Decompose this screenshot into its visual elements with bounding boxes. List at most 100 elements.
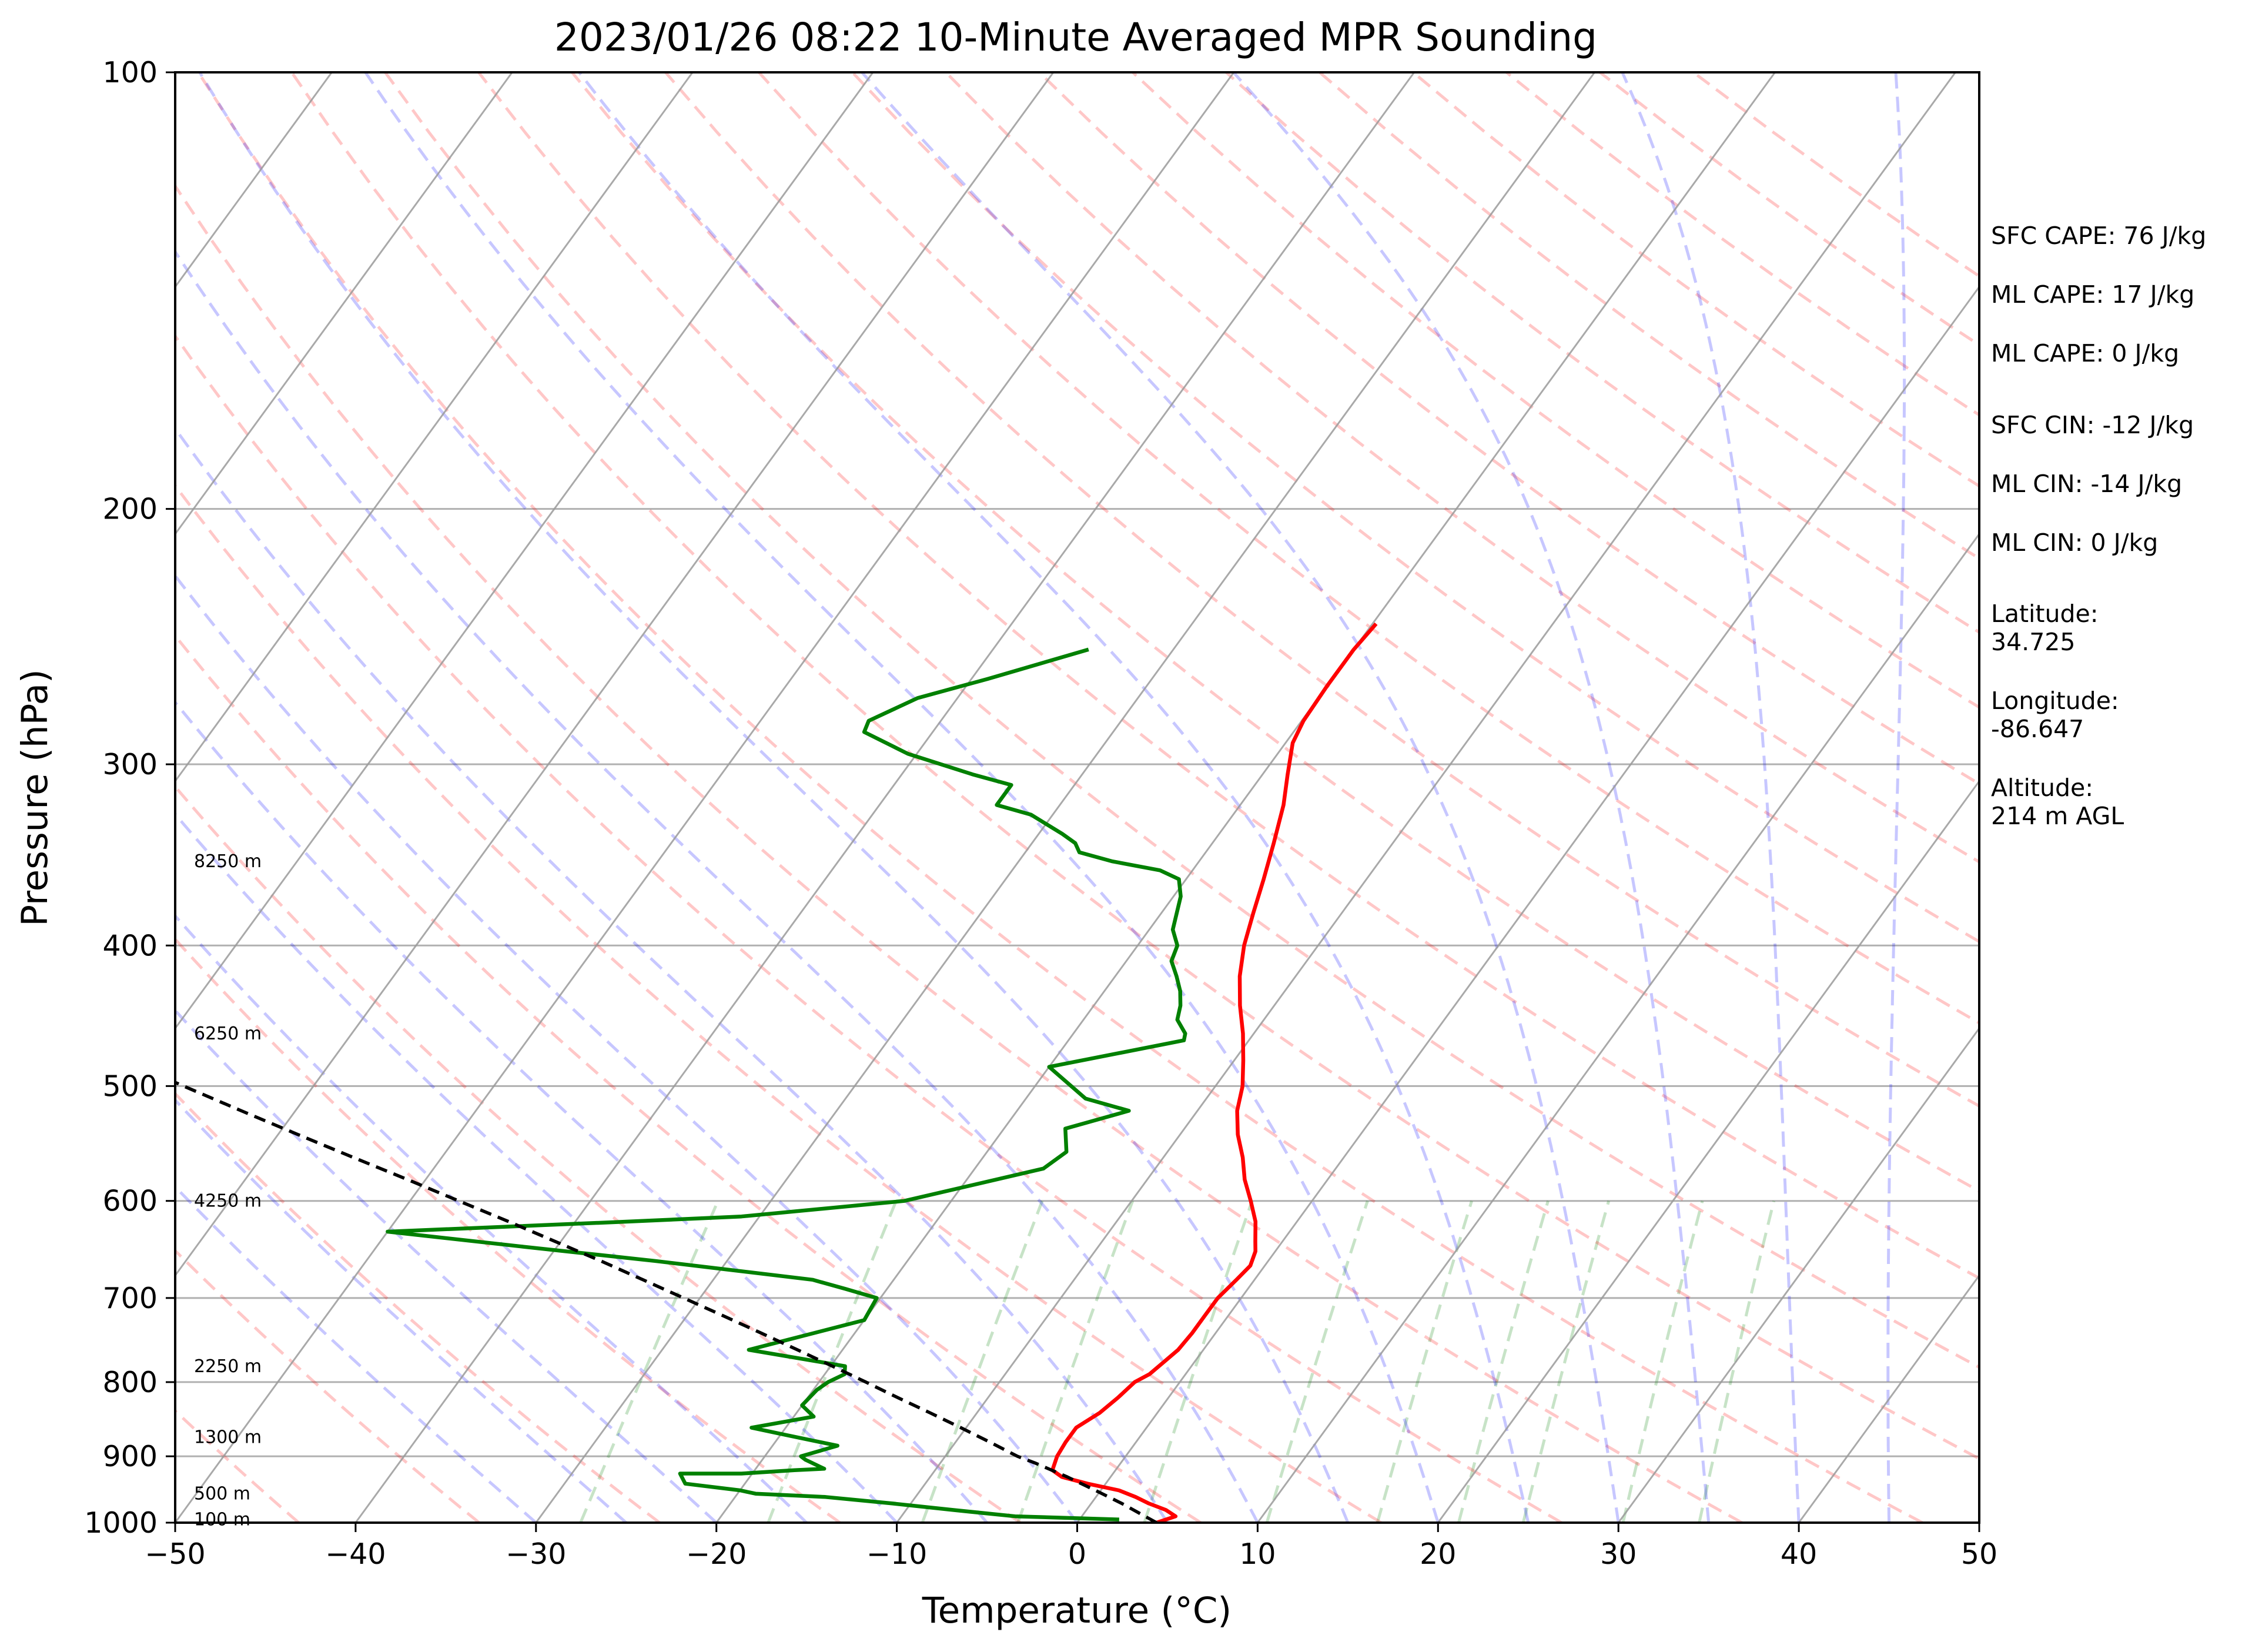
x-axis-label: Temperature (°C) [922, 1590, 1232, 1631]
isotherm-line [896, 72, 1956, 1523]
dry-adiabat-line [945, 72, 1979, 864]
dry-adiabat-line [175, 633, 1202, 1523]
longitude-label: Longitude: [1991, 687, 2119, 715]
isotherm-line [1798, 1274, 1979, 1523]
dry-adiabat-line [175, 937, 841, 1523]
isobar-grid [175, 508, 1979, 1457]
moist-adiabat-line [175, 1008, 718, 1523]
dry-adiabat-line [571, 72, 1979, 1193]
y-tick-label: 600 [102, 1185, 158, 1218]
isotherm-line [1617, 1026, 1979, 1523]
moist-adiabat-line [861, 72, 1620, 1523]
dry-adiabat-line [384, 72, 1979, 1369]
isotherm-line [1076, 285, 1979, 1523]
mixing-ratio-line [1521, 1200, 1611, 1523]
y-tick-label: 300 [102, 748, 158, 781]
chart-title: 2023/01/26 08:22 10-Minute Averaged MPR … [554, 15, 1597, 60]
x-tick-label: −10 [866, 1537, 927, 1571]
y-tick-label: 200 [102, 493, 158, 526]
skewed-isotherms [175, 72, 1979, 1523]
moist-adiabat-line [175, 1185, 537, 1523]
x-tick-label: −40 [325, 1537, 386, 1571]
y-tick-label: 400 [102, 929, 158, 962]
x-tick-label: 50 [1961, 1537, 1997, 1571]
dry-adiabats [175, 72, 1979, 1523]
x-tick-label: 40 [1781, 1537, 1817, 1571]
mixing-ratio-line [1698, 1200, 1776, 1523]
y-tick-label: 1000 [84, 1506, 158, 1540]
latitude-value: 34.725 [1991, 628, 2075, 656]
y-axis-ticks: 100 200 300 400 500 600 700 800 900 1000 [84, 56, 175, 1540]
x-axis-ticks: −50 −40 −30 −20 −10 0 10 20 30 40 50 [145, 1523, 1997, 1571]
dry-adiabat-line [175, 1091, 661, 1523]
dry-adiabat-line [477, 72, 1979, 1280]
height-label: 6250 m [194, 1024, 262, 1044]
moist-adiabat-line [1886, 72, 1906, 1523]
dry-adiabat-line [851, 72, 1979, 944]
height-label: 8250 m [194, 851, 262, 872]
height-label: 500 m [194, 1484, 250, 1504]
stat-ml-cin: ML CIN: -14 J/kg [1991, 470, 2182, 498]
altitude-value: 214 m AGL [1991, 802, 2124, 830]
y-tick-label: 700 [102, 1282, 158, 1315]
isotherm-line [354, 72, 1416, 1523]
moist-adiabat-line [578, 72, 1530, 1523]
y-tick-label: 100 [102, 56, 158, 89]
x-tick-label: 20 [1420, 1537, 1456, 1571]
dry-adiabat-line [175, 333, 1562, 1523]
mixing-ratio-line [1376, 1200, 1473, 1523]
isotherm-line [175, 72, 694, 783]
x-tick-label: −30 [506, 1537, 566, 1571]
stat-sfc-cape: SFC CAPE: 76 J/kg [1991, 222, 2206, 250]
mixing-ratio-line [1621, 1200, 1704, 1523]
sounding-profiles [175, 622, 1378, 1523]
plot-area [175, 72, 1979, 1523]
stat-ml-cape: ML CAPE: 17 J/kg [1991, 280, 2194, 309]
isotherm-line [175, 72, 1235, 1523]
moist-adiabat-line [175, 426, 1169, 1523]
longitude-value: -86.647 [1991, 715, 2084, 743]
isotherm-line [535, 72, 1595, 1523]
altitude-label: Altitude: [1991, 774, 2093, 802]
mixing-ratio-line [1016, 1200, 1135, 1523]
height-labels: 8250 m 6250 m 4250 m 2250 m 1300 m 500 m 100 m [194, 851, 262, 1530]
y-tick-label: 500 [102, 1069, 158, 1103]
mixing-ratio-line [579, 1200, 720, 1523]
x-tick-label: −50 [145, 1537, 205, 1571]
height-label: 2250 m [194, 1356, 262, 1377]
y-axis-label: Pressure (hPa) [14, 669, 56, 927]
x-tick-label: 30 [1600, 1537, 1637, 1571]
stat-mu-cape: ML CAPE: 0 J/kg [1991, 339, 2179, 367]
y-tick-label: 800 [102, 1366, 158, 1399]
dry-adiabat-line [175, 183, 1743, 1523]
mixing-ratio-line [1457, 1200, 1550, 1523]
x-tick-label: 10 [1239, 1537, 1276, 1571]
parcel-profile [175, 1081, 1157, 1523]
mixing-ratio-line [1265, 1200, 1369, 1523]
moist-adiabat-line [1621, 72, 1801, 1523]
isotherm-line [175, 72, 874, 1030]
dry-adiabat-line [175, 784, 1022, 1523]
isotherm-line [175, 72, 513, 536]
isotherm-line [175, 72, 1055, 1278]
height-label: 4250 m [194, 1191, 262, 1212]
dry-adiabat-line [197, 72, 1923, 1523]
moist-adiabat-line [1232, 72, 1711, 1523]
mixing-ratio-line [921, 1200, 1044, 1523]
stat-mu-cin: ML CIN: 0 J/kg [1991, 529, 2158, 557]
x-tick-label: 0 [1068, 1537, 1086, 1571]
latitude-label: Latitude: [1991, 600, 2099, 628]
dry-adiabat-line [1038, 72, 1979, 786]
mixing-ratio-line [1143, 1200, 1254, 1523]
isotherm-line [715, 72, 1776, 1523]
moist-adiabat-line [175, 573, 1079, 1523]
mixing-ratio-lines [579, 1200, 1776, 1523]
isotherm-line [1257, 532, 1979, 1523]
mixing-ratio-line [767, 1200, 898, 1523]
isotherm-line [1437, 780, 1979, 1523]
x-tick-label: −20 [686, 1537, 747, 1571]
moist-adiabat-line [175, 812, 898, 1523]
moist-adiabat-line [364, 72, 1440, 1523]
